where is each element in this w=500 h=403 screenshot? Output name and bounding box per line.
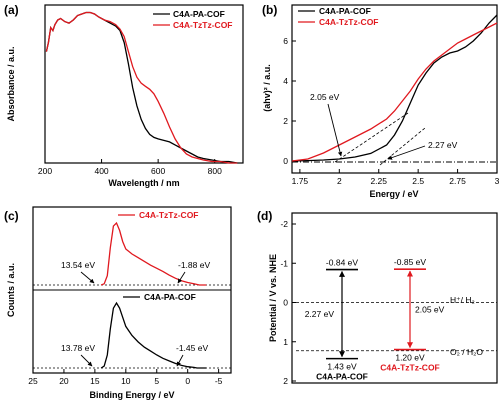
panel-a-series <box>45 11 238 164</box>
panel-a-frame <box>44 4 244 164</box>
arrow-1378 <box>80 354 93 367</box>
vb-label-0: 1.43 eV <box>327 362 357 372</box>
gap-label-1: 2.05 eV <box>415 304 445 314</box>
x-tick-label: 1.75 <box>292 176 309 186</box>
annotation-227: 2.27 eV <box>428 140 458 150</box>
tangent-tztz <box>379 127 426 166</box>
panel-d-letter: (d) <box>257 209 272 223</box>
x-tick-label: 2 <box>337 176 342 186</box>
legend-label-pa-c: C4A-PA-COF <box>144 292 196 302</box>
annotation-145: -1.45 eV <box>176 343 208 353</box>
arrow-227 <box>387 145 426 160</box>
annotation-1354: 13.54 eV <box>61 260 95 270</box>
panel-d-frame <box>291 212 498 384</box>
panel-c-letter: (c) <box>4 209 19 223</box>
y-tick-label: -1 <box>280 258 288 268</box>
panel-d: (d) -2 -1 0 1 2 -0.84 eV 1.43 eV 2.27 eV C4A-PA… <box>257 209 498 386</box>
x-tick-label: 15 <box>90 376 100 386</box>
panel-b: (b) 1.75 2 2.25 2.5 2.75 3 0 2 4 6 2.05 eV 2.27 e… <box>262 3 500 199</box>
annotation-188: -1.88 eV <box>178 260 210 270</box>
x-tick-label: 200 <box>38 166 52 176</box>
panel-d-y-ticks: -2 -1 0 1 2 <box>280 219 296 386</box>
x-tick-label: 10 <box>121 376 131 386</box>
panel-b-ticks: 1.75 2 2.25 2.5 2.75 3 0 2 4 6 <box>283 36 499 186</box>
panel-a-ylabel: Absorbance / a.u. <box>6 46 16 121</box>
material-name-0: C4A-PA-COF <box>316 372 368 382</box>
x-tick-label: 800 <box>208 166 222 176</box>
y-tick-label: 0 <box>283 156 288 166</box>
vb-label-1: 1.20 eV <box>395 353 425 363</box>
x-tick-label: 3 <box>495 176 500 186</box>
panel-b-ylabel: (ahv)² / a.u. <box>262 64 272 112</box>
x-tick-label: 25 <box>28 376 38 386</box>
legend-label-tztz: C4A-TzTz-COF <box>173 20 233 30</box>
panel-a-letter: (a) <box>4 3 19 17</box>
panel-c-x-ticks: 25 20 15 10 5 0 -5 <box>28 369 223 386</box>
panel-b-frame <box>291 4 498 174</box>
panel-c-xlabel: Binding Energy / eV <box>89 390 174 400</box>
series-line-0 <box>291 14 498 162</box>
legend-label-pa: C4A-PA-COF <box>173 9 225 19</box>
panel-d-bands: -0.84 eV 1.43 eV 2.27 eV C4A-PA-COF -0.85 eV… <box>296 257 497 382</box>
series-line-1 <box>291 22 498 162</box>
x-tick-label: 600 <box>151 166 165 176</box>
y-tick-label: -2 <box>280 219 288 229</box>
x-tick-label: 20 <box>59 376 69 386</box>
material-name-1: C4A-TzTz-COF <box>380 363 440 373</box>
y-tick-label: 1 <box>283 337 288 347</box>
arrow-1354 <box>80 271 95 284</box>
series-line-1 <box>100 301 207 369</box>
arrow-205 <box>327 103 343 157</box>
legend-label-pa-b: C4A-PA-COF <box>319 6 371 16</box>
x-tick-label: -5 <box>215 376 223 386</box>
series-line-0 <box>100 221 207 286</box>
arrow-145 <box>176 354 184 367</box>
x-tick-label: 2.25 <box>370 176 387 186</box>
panel-c-ylabel: Counts / a.u. <box>6 263 16 317</box>
gap-label-0: 2.27 eV <box>305 309 335 319</box>
legend-label-tztz-c: C4A-TzTz-COF <box>139 210 199 220</box>
panel-a-xlabel: Wavelength / nm <box>108 178 179 188</box>
annotation-205: 2.05 eV <box>310 92 340 102</box>
y-tick-label: 4 <box>283 76 288 86</box>
panel-d-ylabel: Potential / V vs. NHE <box>268 254 278 342</box>
series-line-1 <box>45 11 238 164</box>
panel-a: (a) 200 400 600 800 C4A-PA-COF C4A-TzTz-COF… <box>4 3 244 188</box>
panel-c-series <box>100 221 207 369</box>
legend-label-tztz-b: C4A-TzTz-COF <box>319 17 379 27</box>
arrow-188 <box>177 271 186 284</box>
panel-b-series <box>291 14 498 162</box>
x-tick-label: 2.5 <box>412 176 424 186</box>
tangent-pa <box>334 112 409 163</box>
ref-o2: O₂ / H₂O <box>450 347 483 357</box>
panel-b-letter: (b) <box>262 3 277 17</box>
y-tick-label: 2 <box>283 116 288 126</box>
y-tick-label: 0 <box>283 298 288 308</box>
series-line-0 <box>45 11 238 164</box>
panel-c: (c) 25 20 15 10 5 0 -5 C4A-TzTz-COF C4A-PA-COF… <box>4 206 232 400</box>
x-tick-label: 5 <box>154 376 159 386</box>
panel-a-x-ticks: 200 400 600 800 <box>38 159 222 176</box>
x-tick-label: 2.75 <box>449 176 466 186</box>
annotation-1378: 13.78 eV <box>61 343 95 353</box>
x-tick-label: 400 <box>94 166 108 176</box>
cb-label-0: -0.84 eV <box>326 258 358 268</box>
y-tick-label: 2 <box>283 376 288 386</box>
x-tick-label: 0 <box>185 376 190 386</box>
panel-b-xlabel: Energy / eV <box>369 189 418 199</box>
ref-hplus: H⁺/ H₂ <box>450 295 475 305</box>
cb-label-1: -0.85 eV <box>394 257 426 267</box>
y-tick-label: 6 <box>283 36 288 46</box>
